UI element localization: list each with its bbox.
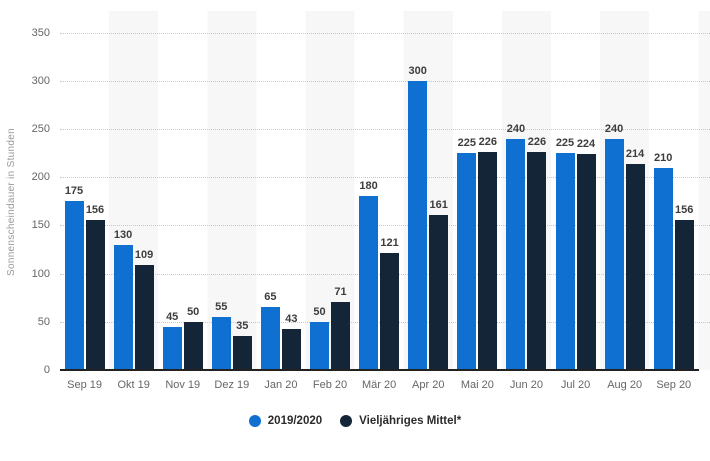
x-axis-tick-label: Apr 20: [412, 379, 445, 391]
x-axis-tick-label: Nov 19: [165, 379, 201, 391]
bar-2019-2020[interactable]: [162, 326, 182, 370]
x-axis-tick-label: Jul 20: [560, 379, 591, 391]
x-axis-tick-label: Sep 20: [656, 379, 692, 391]
bar-vieljaehriges-mittel[interactable]: [183, 321, 203, 370]
gridline: [60, 80, 710, 82]
gridline: [60, 129, 710, 130]
y-axis-tick-label: 200: [31, 171, 50, 184]
legend-label-2019-2020: 2019/2020: [267, 415, 323, 427]
bar-value-label: 50: [313, 305, 326, 318]
bar-2019-2020[interactable]: [408, 80, 428, 370]
gridline: [60, 225, 710, 227]
bar-value-label: 214: [625, 147, 645, 160]
bar-vieljaehriges-mittel[interactable]: [85, 219, 105, 370]
bar-value-label: 225: [555, 137, 575, 150]
y-axis-tick-label: 350: [31, 26, 50, 39]
bar-value-label: 65: [264, 291, 277, 304]
bar-value-label: 45: [166, 310, 179, 323]
bar-value-label: 225: [457, 137, 476, 150]
bar-value-label: 300: [408, 64, 427, 77]
bar-value-label: 50: [187, 305, 200, 318]
bar-value-label: 55: [215, 300, 228, 313]
bar-value-label: 130: [113, 228, 133, 241]
bar-value-label: 156: [85, 203, 105, 216]
bar-vieljaehriges-mittel[interactable]: [527, 152, 547, 370]
bar-2019-2020[interactable]: [506, 138, 526, 370]
bar-vieljaehriges-mittel[interactable]: [232, 336, 252, 370]
x-axis-tick-label: Aug 20: [607, 379, 643, 391]
bar-value-label: 210: [654, 151, 673, 164]
bar-value-label: 43: [285, 312, 298, 325]
bar-2019-2020[interactable]: [555, 153, 575, 370]
bar-vieljaehriges-mittel[interactable]: [576, 154, 596, 370]
x-axis-tick-label: Jun 20: [509, 379, 543, 391]
y-axis-tick-label: 250: [31, 123, 50, 135]
bar-2019-2020[interactable]: [653, 167, 673, 370]
bar-2019-2020[interactable]: [113, 244, 133, 370]
bar-2019-2020[interactable]: [211, 316, 231, 370]
gridline: [60, 177, 710, 179]
bar-2019-2020[interactable]: [260, 307, 280, 370]
bar-2019-2020[interactable]: [64, 201, 84, 370]
x-axis-tick-label: Jan 20: [264, 379, 298, 391]
bar-value-label: 35: [236, 320, 249, 333]
y-axis-tick-label: 150: [31, 219, 50, 232]
x-axis-tick-label: Okt 19: [117, 379, 150, 391]
y-axis-tick-label: 50: [37, 315, 50, 328]
bar-value-label: 156: [675, 203, 694, 216]
y-axis-tick-label: 300: [31, 74, 50, 87]
y-axis-tick-label: 100: [31, 267, 50, 280]
bar-vieljaehriges-mittel[interactable]: [478, 152, 498, 370]
bar-2019-2020[interactable]: [310, 321, 329, 370]
bar-2019-2020[interactable]: [359, 196, 379, 370]
bar-value-label: 240: [604, 122, 624, 135]
bar-value-label: 240: [506, 122, 526, 135]
bar-value-label: 109: [134, 248, 154, 261]
y-axis-tick-label: 0: [43, 364, 50, 376]
bar-value-label: 180: [359, 180, 378, 193]
x-axis-tick-label: Mär 20: [362, 379, 397, 391]
bar-vieljaehriges-mittel[interactable]: [380, 253, 400, 370]
x-axis-line: [60, 369, 699, 371]
bar-value-label: 161: [429, 198, 448, 211]
bar-value-label: 121: [380, 237, 399, 250]
bar-vieljaehriges-mittel[interactable]: [429, 214, 449, 370]
legend: 2019/2020 Vieljähriges Mittel*: [0, 415, 710, 427]
legend-item-vieljaehriges-mittel[interactable]: Vieljähriges Mittel*: [340, 415, 461, 427]
bar-vieljaehriges-mittel[interactable]: [625, 163, 645, 370]
bar-value-label: 226: [527, 136, 547, 149]
legend-dot-2019-2020: [248, 415, 261, 427]
bar-2019-2020[interactable]: [604, 138, 624, 370]
legend-dot-vieljaehriges-mittel: [340, 415, 353, 427]
legend-label-vieljaehriges-mittel: Vieljähriges Mittel*: [359, 415, 462, 427]
bar-vieljaehriges-mittel[interactable]: [331, 301, 350, 370]
x-axis-tick-label: Feb 20: [312, 379, 348, 391]
bar-value-label: 71: [334, 285, 347, 298]
legend-item-2019-2020[interactable]: 2019/2020: [248, 415, 323, 427]
bar-vieljaehriges-mittel[interactable]: [134, 264, 154, 370]
bar-vieljaehriges-mittel[interactable]: [281, 328, 301, 370]
x-axis-tick-label: Dez 19: [214, 379, 250, 391]
bar-vieljaehriges-mittel[interactable]: [674, 219, 694, 370]
bar-2019-2020[interactable]: [457, 153, 477, 370]
x-axis-tick-label: Mai 20: [460, 379, 494, 391]
gridline: [60, 32, 710, 34]
bar-value-label: 175: [64, 185, 84, 198]
bar-value-label: 224: [576, 138, 596, 151]
bar-value-label: 226: [478, 136, 497, 149]
x-axis-tick-label: Sep 19: [67, 379, 102, 391]
